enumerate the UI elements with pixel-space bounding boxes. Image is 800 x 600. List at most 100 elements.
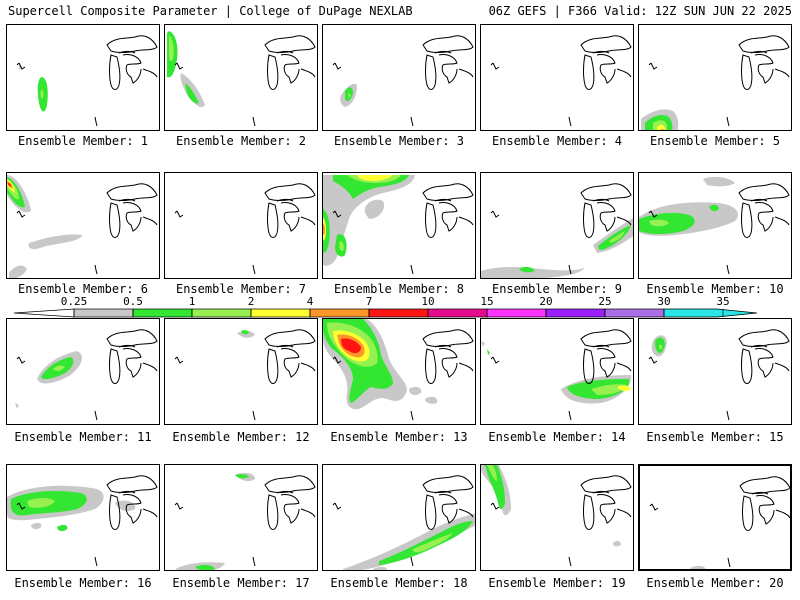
great-lakes-outline — [174, 329, 316, 421]
map-plot — [167, 31, 316, 127]
ensemble-member-19-map — [480, 464, 634, 571]
great-lakes-outline — [490, 475, 632, 567]
ensemble-member-label: Ensemble Member: 6 — [17, 282, 149, 296]
great-lakes-outline — [16, 35, 158, 127]
map-plot — [649, 476, 790, 569]
ensemble-member-9-map — [480, 172, 634, 279]
colorbar-tick-label: 35 — [716, 295, 729, 308]
scp-shaded-region — [339, 241, 344, 251]
ensemble-member-12-map — [164, 318, 318, 425]
scp-shaded-region — [609, 231, 625, 243]
great-lakes-outline — [332, 475, 474, 567]
scp-shaded-region — [703, 176, 735, 187]
scp-shaded-region — [31, 522, 42, 530]
ensemble-member-14-map — [480, 318, 634, 425]
ensemble-member-label: Ensemble Member: 13 — [330, 430, 468, 444]
scp-shaded-region — [617, 385, 631, 392]
colorbar-bin — [250, 308, 311, 318]
scp-shaded-region — [235, 474, 249, 479]
scp-shaded-region — [357, 175, 393, 181]
colorbar-tick-label: 25 — [598, 295, 611, 308]
scp-shaded-region — [323, 223, 325, 235]
scp-shaded-region — [485, 465, 505, 510]
colorbar-bin — [486, 308, 547, 318]
scp-shaded-region — [323, 175, 415, 266]
scp-shaded-region — [413, 533, 453, 553]
ensemble-member-16-map — [6, 464, 160, 571]
colorbar-tick-label: 1 — [189, 295, 196, 308]
ensemble-member-4-map — [480, 24, 634, 131]
map-plot — [174, 472, 316, 570]
scp-shaded-region — [425, 396, 438, 404]
colorbar-bin — [73, 308, 134, 318]
ensemble-member-label: Ensemble Member: 1 — [17, 134, 149, 148]
great-lakes-outline — [16, 183, 158, 275]
map-plot — [16, 35, 158, 127]
ensemble-member-11-map — [6, 318, 160, 425]
model-run-info: 06Z GEFS | F366 Valid: 12Z SUN JUN 22 20… — [488, 4, 792, 18]
ensemble-member-18-map — [322, 464, 476, 571]
map-plot — [323, 175, 474, 275]
map-plot — [481, 183, 633, 278]
scp-shaded-region — [657, 124, 665, 130]
scp-shaded-region — [57, 524, 68, 532]
ensemble-member-label: Ensemble Member: 12 — [172, 430, 310, 444]
scp-shaded-region — [690, 565, 706, 569]
great-lakes-outline — [174, 183, 316, 275]
map-plot — [332, 35, 474, 127]
great-lakes-outline — [174, 475, 316, 567]
ensemble-member-label: Ensemble Member: 2 — [175, 134, 307, 148]
map-plot — [481, 329, 632, 421]
ensemble-member-1-map — [6, 24, 160, 131]
scp-shaded-region — [487, 465, 497, 481]
scp-shaded-region — [195, 564, 215, 570]
great-lakes-outline — [490, 329, 632, 421]
colorbar-tick-label: 30 — [657, 295, 670, 308]
scp-shaded-region — [341, 338, 361, 354]
great-lakes-outline — [332, 329, 474, 421]
scp-shaded-region — [613, 540, 621, 547]
map-plot — [332, 475, 475, 570]
colorbar-bin — [132, 308, 193, 318]
ensemble-member-label: Ensemble Member: 7 — [175, 282, 307, 296]
map-plot — [323, 319, 474, 421]
ensemble-member-label: Ensemble Member: 11 — [14, 430, 152, 444]
ensemble-member-label: Ensemble Member: 8 — [333, 282, 465, 296]
map-plot — [7, 175, 158, 278]
ensemble-member-label: Ensemble Member: 4 — [491, 134, 623, 148]
map-title: Supercell Composite Parameter | College … — [8, 4, 413, 18]
ensemble-member-3-map — [322, 24, 476, 131]
scp-shaded-region — [241, 330, 249, 335]
scp-shaded-region — [481, 341, 485, 347]
color-scale-legend: 0.25 0.5 1 2 4 7 10 15 20 25 30 35 — [13, 295, 758, 318]
colorbar-tick-label: 10 — [421, 295, 434, 308]
ensemble-member-8-map — [322, 172, 476, 279]
map-plot — [174, 183, 316, 275]
ensemble-member-label: Ensemble Member: 19 — [488, 576, 626, 590]
scp-shaded-region — [19, 65, 22, 70]
ensemble-member-label: Ensemble Member: 16 — [14, 576, 152, 590]
scp-shaded-region — [28, 234, 83, 250]
ensemble-member-6-map — [6, 172, 160, 279]
colorbar-tick-label: 7 — [366, 295, 373, 308]
scp-shaded-region — [53, 365, 65, 372]
scp-shaded-region — [15, 403, 19, 409]
ensemble-member-label: Ensemble Member: 3 — [333, 134, 465, 148]
great-lakes-outline — [648, 183, 790, 275]
scp-shaded-region — [40, 89, 44, 99]
great-lakes-outline — [16, 329, 158, 421]
scp-shaded-region — [659, 345, 662, 349]
ensemble-member-label: Ensemble Member: 10 — [646, 282, 784, 296]
colorbar-tick-label: 4 — [307, 295, 314, 308]
great-lakes-outline — [648, 35, 790, 127]
map-plot — [639, 176, 790, 275]
great-lakes-outline — [332, 183, 474, 275]
ensemble-member-2-map — [164, 24, 318, 131]
ensemble-member-label: Ensemble Member: 14 — [488, 430, 626, 444]
colorbar-bin — [427, 308, 488, 318]
colorbar-tick-label: 0.5 — [123, 295, 143, 308]
great-lakes-outline — [649, 476, 790, 568]
ensemble-member-10-map — [638, 172, 792, 279]
colorbar-tick-label: 0.25 — [61, 295, 88, 308]
colorbar-low-arrow — [13, 308, 75, 318]
